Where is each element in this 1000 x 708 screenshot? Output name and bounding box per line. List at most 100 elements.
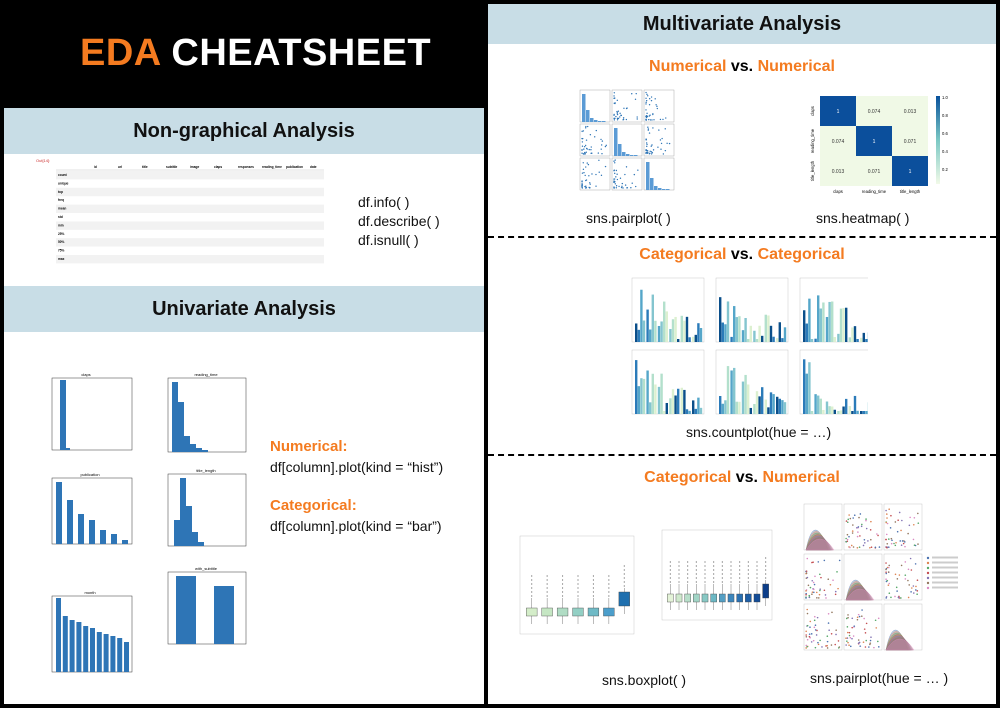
- pair-point: [585, 179, 587, 182]
- boxplot-outlier: [756, 577, 758, 579]
- boxplot-outlier: [531, 587, 533, 589]
- pair-point: [660, 142, 663, 145]
- pair-point: [646, 151, 648, 154]
- countplot-bar: [741, 381, 745, 414]
- pairhue-legend-entry: [932, 586, 958, 589]
- heatmap-cell: [856, 156, 892, 186]
- heatmap-x-label: title_length: [900, 189, 921, 194]
- pairhue-point: [827, 578, 830, 581]
- pairhue-point: [885, 568, 887, 571]
- heatmap-y-label: claps: [810, 106, 815, 116]
- boxplot-outlier: [687, 577, 689, 579]
- boxplot-outlier: [669, 573, 671, 575]
- countplot-bar: [669, 398, 672, 414]
- month-bar: [56, 598, 61, 672]
- pairhue-point: [852, 546, 855, 548]
- multivariate-heading: Multivariate Analysis: [488, 4, 996, 44]
- boxplot-outlier: [695, 565, 697, 567]
- boxplot-outlier: [678, 565, 680, 567]
- pairhue-point: [806, 624, 809, 627]
- boxplot-outlier: [704, 573, 706, 575]
- pairhue-point: [910, 591, 912, 593]
- countplot-bar: [851, 411, 854, 414]
- pair-point: [652, 127, 654, 129]
- boxplot-box: [693, 593, 700, 603]
- pairhue-point: [805, 630, 807, 633]
- cat-cat-title: Categorical vs. Categorical: [488, 246, 996, 264]
- cat-num-a: Categorical: [644, 469, 732, 486]
- pairhue-point: [890, 596, 892, 599]
- pairhue-point: [868, 646, 870, 648]
- pairhue-point: [845, 541, 848, 543]
- pairhue-point: [846, 631, 849, 634]
- pairhue-point: [916, 579, 919, 582]
- pairhue-point: [900, 564, 903, 567]
- pair-hist-bar: [602, 121, 606, 122]
- pair-point: [590, 146, 592, 148]
- countplot-bar: [724, 324, 727, 342]
- pairhue-point: [904, 578, 907, 580]
- pair-point: [582, 168, 585, 171]
- pairhue-point: [810, 633, 813, 635]
- pairhue-density: [845, 588, 875, 601]
- pairplot-hue-graphic: [803, 503, 958, 651]
- pairhue-legend-marker: [926, 571, 930, 575]
- table-row-label: 25%: [58, 232, 65, 236]
- pairhue-point: [913, 516, 916, 519]
- describe-command: df.describe( ): [358, 213, 440, 229]
- pairhue-point: [877, 640, 879, 643]
- pair-point: [615, 169, 618, 172]
- pairhue-point: [808, 635, 811, 638]
- pairhue-point: [808, 596, 811, 599]
- boxplot-outlier: [687, 569, 689, 571]
- countplot-bar: [697, 397, 700, 414]
- pairhue-point: [877, 534, 879, 537]
- pairhue-point: [909, 557, 912, 560]
- boxplot-outlier: [608, 595, 610, 597]
- boxplot-box: [701, 593, 709, 603]
- pairhue-point: [907, 596, 910, 599]
- pairhue-point: [827, 612, 830, 615]
- countplot-bar: [680, 315, 683, 342]
- pair-point: [648, 115, 651, 117]
- boxplot-box: [667, 593, 674, 603]
- countplot-bar: [772, 336, 775, 342]
- boxplot-outlier: [730, 569, 732, 571]
- countplot-bar: [635, 323, 638, 342]
- boxplot-outlier: [687, 565, 689, 567]
- pairhue-point: [885, 509, 887, 512]
- countplot-bar: [646, 309, 649, 342]
- boxplot-outlier: [546, 575, 548, 577]
- pair-point: [619, 177, 622, 179]
- countplot-bar: [738, 401, 741, 414]
- heatmap-value: 0.071: [904, 139, 917, 145]
- boxplot-outlier: [577, 587, 579, 589]
- pairhue-point: [813, 591, 815, 594]
- pairhue-point: [857, 526, 860, 528]
- pairhue-point: [894, 521, 897, 523]
- pair-point: [646, 152, 649, 154]
- boxplot-outlier: [546, 595, 548, 597]
- pairhue-point: [817, 561, 820, 563]
- boxplot-box: [556, 607, 569, 617]
- pairhue-legend-marker: [926, 581, 930, 585]
- pair-point: [582, 162, 584, 164]
- title-block: EDA CHEATSHEET: [4, 4, 484, 108]
- heatmap-value: 1: [837, 109, 840, 115]
- pairhue-point: [865, 519, 867, 522]
- boxplot-outlier: [739, 577, 741, 579]
- pairhue-point: [814, 624, 817, 626]
- pair-point: [650, 153, 653, 155]
- pair-point: [665, 117, 667, 119]
- pairhue-point: [894, 595, 896, 598]
- pair-point: [616, 110, 618, 113]
- countplot-bar: [769, 325, 773, 342]
- pair-point: [653, 119, 655, 121]
- countplot-bar: [697, 323, 700, 342]
- pairhue-point: [856, 526, 858, 529]
- pair-point: [647, 95, 649, 97]
- pairhue-point: [914, 563, 917, 565]
- pair-hist-bar: [598, 121, 602, 122]
- countplot-bar: [730, 370, 733, 414]
- pairhue-point: [864, 646, 867, 648]
